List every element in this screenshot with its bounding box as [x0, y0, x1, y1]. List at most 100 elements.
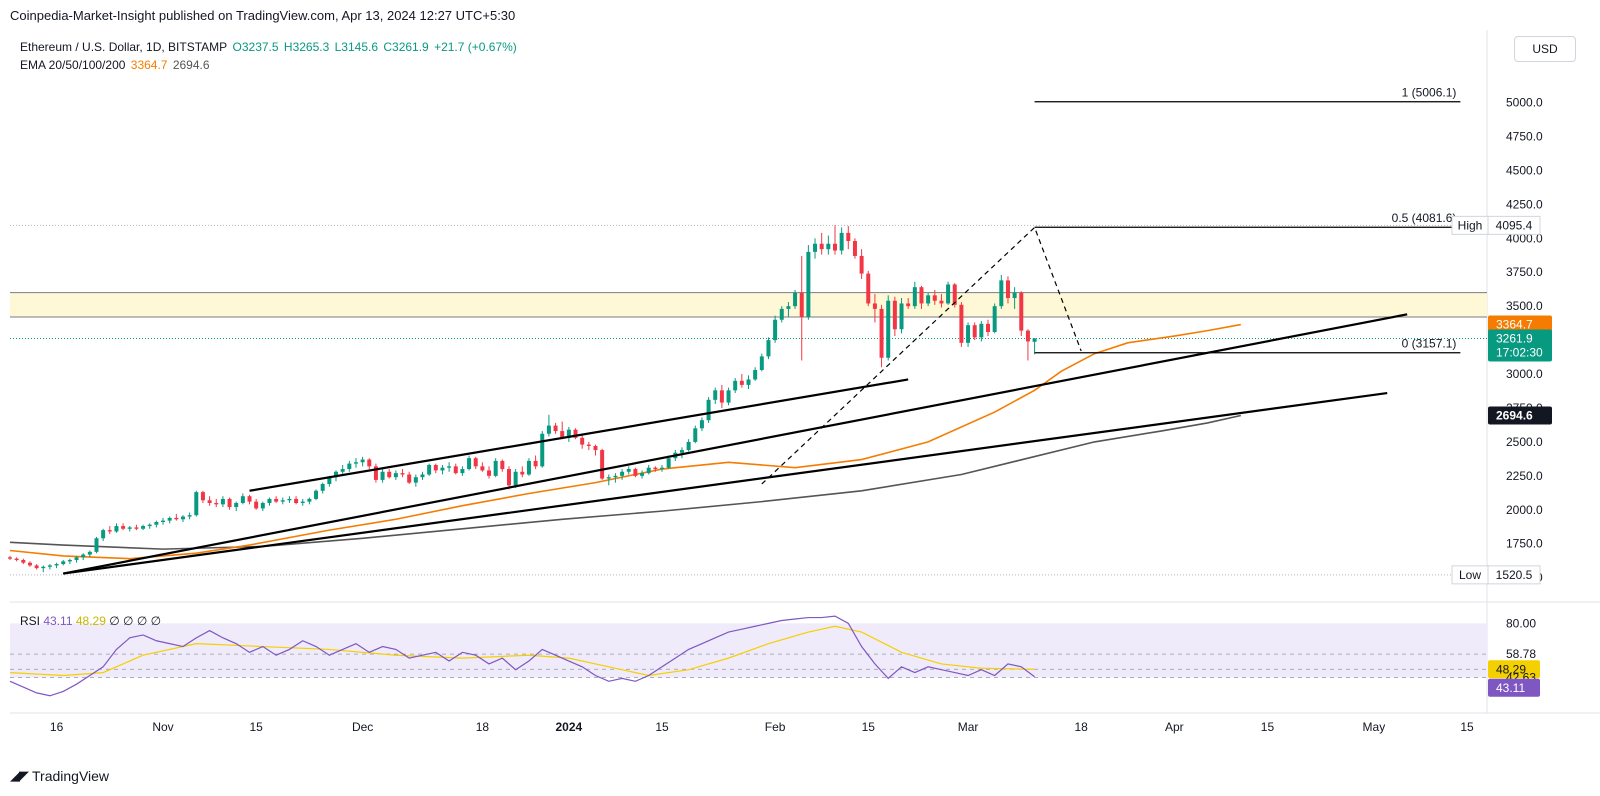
candle: [699, 417, 704, 432]
candle-body: [533, 460, 538, 467]
candle-body: [74, 557, 79, 560]
candle-body: [506, 469, 511, 486]
rsi-value: 43.11: [43, 614, 73, 628]
candle: [14, 557, 19, 562]
price-tick-label: 3500.0: [1506, 299, 1543, 313]
time-tick-label: May: [1363, 720, 1386, 734]
candle: [300, 498, 305, 506]
candle-body: [560, 431, 565, 438]
tradingview-logo[interactable]: ◢◤ TradingView: [10, 768, 109, 784]
candle: [161, 517, 166, 525]
candle: [400, 469, 405, 478]
candle: [260, 501, 265, 512]
candle: [759, 353, 764, 372]
candle: [407, 471, 412, 484]
candle-body: [87, 551, 92, 555]
candle: [753, 367, 758, 381]
candle-body: [413, 477, 418, 483]
candle: [174, 513, 179, 521]
ema-lines: [9, 323, 1242, 560]
candle-body: [799, 292, 804, 318]
candle: [167, 516, 172, 524]
candle-body: [334, 471, 339, 478]
fib-level-label: 0.5 (4081.6): [1392, 211, 1457, 225]
ema-label[interactable]: EMA 20/50/100/200: [20, 58, 126, 72]
price-badge-box: [1488, 315, 1552, 334]
candle: [813, 238, 818, 259]
candle-body: [314, 490, 319, 499]
candle-body: [247, 496, 252, 502]
candle: [294, 496, 299, 505]
rsi-label[interactable]: RSI: [20, 614, 41, 628]
candle-body: [640, 473, 645, 476]
candle: [979, 321, 984, 342]
price-badge-value: 1520.5: [1496, 568, 1533, 582]
candle: [247, 494, 252, 505]
candle-body: [141, 526, 146, 529]
resistance-zone-band: [10, 292, 1487, 318]
candle-body: [899, 303, 904, 330]
close-value: C3261.9: [383, 40, 429, 54]
candle: [227, 497, 232, 510]
candle-body: [81, 554, 86, 558]
candle-body: [180, 516, 185, 520]
candle-body: [593, 445, 598, 451]
candle-body: [713, 390, 718, 400]
candle-body: [54, 564, 59, 566]
candle-body: [21, 559, 26, 563]
grid: [10, 30, 1600, 714]
candle: [1019, 291, 1024, 337]
price-badge-side: High: [1458, 218, 1483, 232]
candle-body: [127, 527, 132, 529]
candle-body: [892, 300, 897, 330]
price-tick-label: 2000.0: [1506, 503, 1543, 517]
rsi-value-badge-label: 43.11: [1496, 681, 1525, 695]
candle: [347, 460, 352, 472]
rsi-value-badge: [1488, 678, 1540, 697]
candle-body: [194, 492, 199, 516]
candle-body: [660, 467, 665, 470]
candle-body: [287, 498, 292, 501]
currency-button[interactable]: USD: [1514, 36, 1576, 62]
candle: [799, 255, 804, 361]
candle-body: [966, 325, 971, 343]
time-tick-label: Feb: [765, 720, 786, 734]
candle: [706, 397, 711, 423]
candle: [147, 523, 152, 529]
symbol-title[interactable]: Ethereum / U.S. Dollar, 1D, BITSTAMP: [20, 40, 228, 54]
candle-body: [952, 284, 957, 305]
candle-body: [886, 300, 891, 358]
time-axis[interactable]: 16 Nov 15 Dec 18 2024 15 Feb 15 Mar 18 Apr 15 May 15: [50, 720, 1474, 734]
candle: [194, 490, 199, 517]
candle-body: [633, 469, 638, 476]
candle-body: [161, 520, 166, 522]
candle: [626, 466, 631, 475]
drawings[interactable]: 1 (5006.1) 0.5 (4081.6) 0 (3157.1): [63, 86, 1461, 575]
candle-body: [327, 477, 332, 484]
candle-body: [447, 466, 452, 468]
candle-body: [766, 340, 771, 357]
candle-body: [107, 530, 112, 532]
candle-body: [946, 284, 951, 304]
candle: [54, 562, 59, 569]
price-axis[interactable]: 5000.04750.04500.04250.04000.03750.03500…: [1451, 96, 1552, 585]
candle-body: [972, 325, 977, 338]
candle-body: [546, 425, 551, 434]
candle: [47, 564, 52, 570]
price-badge-countdown: 17:02:30: [1496, 345, 1543, 359]
rsi-ma-value: 48.29: [75, 614, 106, 628]
time-tick-label: 15: [1460, 720, 1474, 734]
candle-body: [553, 425, 558, 432]
candle: [61, 559, 66, 566]
candle: [34, 564, 39, 570]
time-tick-label: 16: [50, 720, 64, 734]
candle: [473, 456, 478, 470]
candle-body: [526, 460, 531, 475]
rsi-tick-label: 80.00: [1506, 616, 1536, 630]
candle: [966, 322, 971, 347]
candle-body: [94, 538, 99, 552]
candle-body: [353, 462, 358, 464]
candle-body: [726, 390, 731, 403]
time-tick-label: 15: [655, 720, 669, 734]
